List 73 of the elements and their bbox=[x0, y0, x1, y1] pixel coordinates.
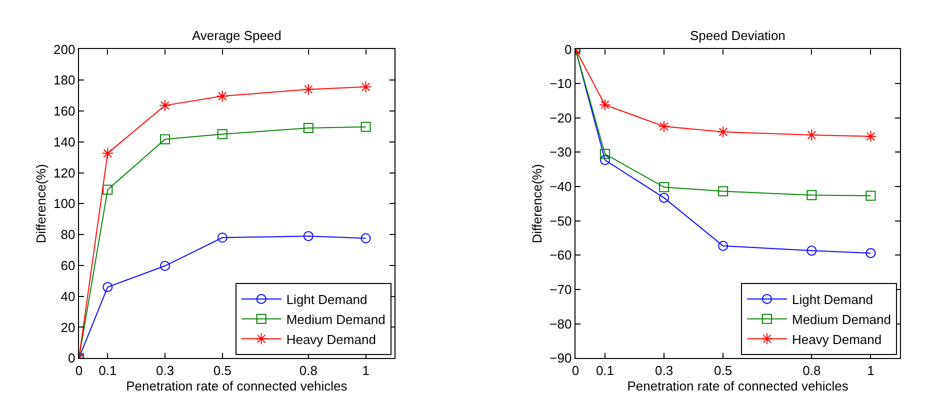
y-tick-label: −90 bbox=[550, 350, 572, 366]
point bbox=[717, 126, 729, 138]
point bbox=[599, 98, 611, 111]
point bbox=[302, 83, 314, 96]
chart-title: Speed Deviation bbox=[690, 28, 786, 43]
y-tick-label: 20 bbox=[60, 320, 76, 335]
x-axis-title: Penetration rate of connected vehicles bbox=[126, 378, 348, 394]
point bbox=[217, 129, 228, 140]
y-tick-label: −20 bbox=[550, 110, 572, 126]
x-tick-label: 0.8 bbox=[802, 362, 821, 378]
point bbox=[360, 80, 372, 93]
point bbox=[718, 186, 728, 196]
y-tick-label: −30 bbox=[550, 144, 572, 160]
point bbox=[360, 122, 371, 132]
y-tick-label: 160 bbox=[54, 104, 76, 119]
x-tick-label: 1 bbox=[867, 362, 874, 378]
legend-label: Light Demand bbox=[792, 292, 873, 308]
y-tick-label: 0 bbox=[68, 350, 76, 366]
point bbox=[658, 120, 670, 132]
x-tick-label: 0.5 bbox=[714, 362, 732, 378]
x-tick-label: 0.3 bbox=[654, 362, 674, 378]
point bbox=[718, 240, 728, 251]
y-tick-label: 140 bbox=[54, 134, 76, 150]
y-tick-label: −60 bbox=[550, 248, 572, 263]
point bbox=[303, 122, 314, 133]
y-tick-label: 0 bbox=[564, 42, 572, 57]
y-tick-label: 120 bbox=[54, 165, 76, 180]
point bbox=[303, 231, 314, 242]
y-tick-label: −50 bbox=[550, 213, 572, 228]
point bbox=[360, 233, 371, 244]
x-tick-label: 0.1 bbox=[596, 362, 614, 378]
point bbox=[806, 246, 817, 256]
point bbox=[160, 260, 170, 271]
legend-label: Heavy Demand bbox=[792, 332, 882, 347]
y-axis-title: Difference(%) bbox=[34, 164, 49, 244]
y-tick-label: −80 bbox=[550, 316, 572, 332]
y-axis-title: Difference(%) bbox=[530, 164, 545, 244]
y-tick-label: 80 bbox=[60, 227, 76, 242]
point bbox=[102, 282, 113, 292]
point bbox=[659, 192, 670, 203]
x-tick-label: 0.8 bbox=[299, 362, 318, 378]
y-tick-label: 100 bbox=[54, 196, 76, 212]
legend-label: Medium Demand bbox=[286, 312, 386, 327]
x-axis-title: Penetration rate of connected vehicles bbox=[627, 378, 849, 394]
y-tick-label: −70 bbox=[550, 282, 572, 298]
point bbox=[216, 90, 228, 102]
y-tick-label: 200 bbox=[54, 42, 76, 57]
y-tick-label: 60 bbox=[60, 258, 76, 273]
point bbox=[600, 155, 610, 166]
x-tick-label: 0.3 bbox=[156, 362, 174, 378]
point bbox=[866, 190, 876, 201]
point bbox=[102, 184, 113, 195]
point bbox=[659, 182, 670, 192]
point bbox=[600, 148, 610, 159]
y-tick-label: 180 bbox=[54, 72, 76, 88]
point bbox=[866, 248, 876, 258]
y-tick-label: −40 bbox=[550, 179, 572, 194]
legend-label: Heavy Demand bbox=[286, 332, 376, 347]
point bbox=[806, 129, 818, 141]
x-tick-label: 0.1 bbox=[98, 362, 117, 378]
x-tick-label: 1 bbox=[362, 362, 370, 378]
legend-label: Light Demand bbox=[286, 292, 368, 308]
chart-title: Average Speed bbox=[192, 28, 282, 43]
point bbox=[160, 134, 170, 144]
x-tick-label: 0.5 bbox=[213, 362, 232, 378]
point bbox=[159, 100, 171, 112]
y-tick-label: 40 bbox=[60, 288, 76, 304]
point bbox=[217, 232, 228, 243]
point bbox=[102, 147, 114, 160]
legend-label: Medium Demand bbox=[792, 312, 891, 327]
point bbox=[864, 130, 877, 142]
point bbox=[806, 190, 817, 200]
y-tick-label: −10 bbox=[550, 76, 572, 92]
